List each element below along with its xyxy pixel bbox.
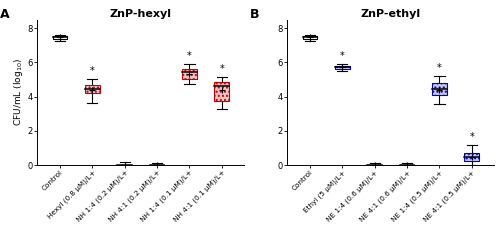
Title: ZnP-ethyl: ZnP-ethyl xyxy=(361,9,421,19)
Text: *: * xyxy=(437,63,442,73)
Y-axis label: CFU/mL (log$_{10}$): CFU/mL (log$_{10}$) xyxy=(12,58,25,126)
Text: *: * xyxy=(340,51,344,61)
Bar xyxy=(52,36,67,39)
Bar xyxy=(432,83,446,95)
Bar xyxy=(214,82,229,101)
Text: *: * xyxy=(220,64,224,74)
Bar xyxy=(302,36,317,39)
Text: B: B xyxy=(250,8,260,21)
Bar xyxy=(335,65,349,69)
Text: *: * xyxy=(90,66,94,76)
Text: *: * xyxy=(470,132,474,142)
Bar xyxy=(182,69,196,79)
Bar xyxy=(85,85,100,93)
Text: *: * xyxy=(187,51,192,61)
Title: ZnP-hexyl: ZnP-hexyl xyxy=(110,9,172,19)
Bar xyxy=(464,153,479,161)
Text: A: A xyxy=(0,8,10,21)
